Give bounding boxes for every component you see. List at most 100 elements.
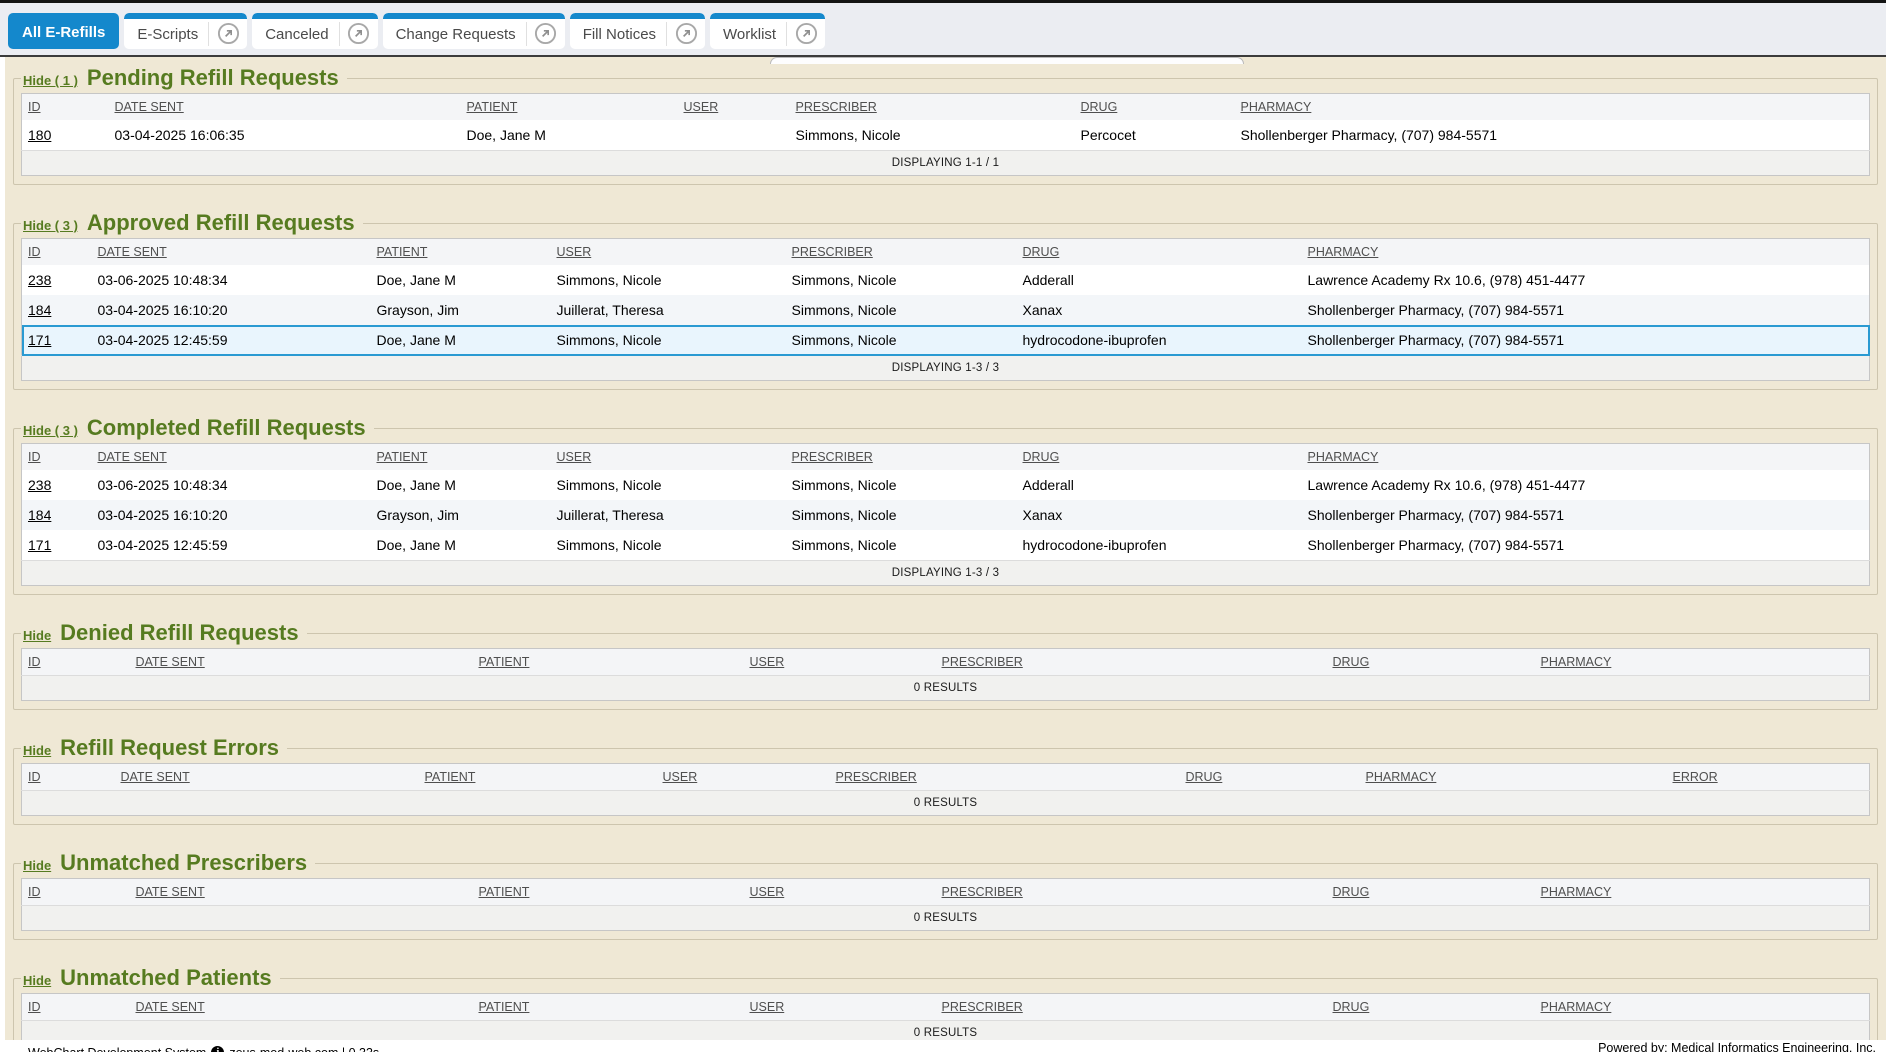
column-header-pharmacy[interactable]: PHARMACY	[1534, 648, 1870, 676]
hide-toggle-link[interactable]: Hide ( 3 )	[23, 423, 78, 438]
column-header-prescriber[interactable]: PRESCRIBER	[785, 443, 1017, 470]
tab-e-scripts[interactable]: E-Scripts	[124, 13, 248, 49]
refill-table-pending: ID DATE SENT PATIENT USER PRESCRIBER DRUG PHAR…	[21, 93, 1870, 176]
column-header-date-sent[interactable]: DATE SENT	[129, 878, 473, 906]
section-legend: Hide ( 3 ) Approved Refill Requests	[21, 210, 363, 236]
column-header-id[interactable]: ID	[21, 238, 92, 265]
column-header-pharmacy[interactable]: PHARMACY	[1234, 93, 1870, 120]
table-row[interactable]: 238 03-06-2025 10:48:34 Doe, Jane M Simmons…	[21, 265, 1870, 295]
tab-canceled[interactable]: Canceled	[252, 13, 378, 49]
column-header-prescriber[interactable]: PRESCRIBER	[935, 993, 1327, 1021]
section-approved: Hide ( 3 ) Approved Refill Requests ID DATE…	[13, 210, 1878, 390]
column-header-date-sent[interactable]: DATE SENT	[91, 443, 371, 470]
hide-toggle-link[interactable]: Hide	[23, 973, 52, 988]
footer-host-label: zeus-mod-web.com | 0.33s	[229, 1046, 379, 1052]
refill-id-link[interactable]: 184	[28, 507, 52, 523]
external-link-icon[interactable]	[209, 17, 247, 45]
column-header-user[interactable]: USER	[743, 648, 936, 676]
table-row[interactable]: 184 03-04-2025 16:10:20 Grayson, Jim Juille…	[21, 500, 1870, 530]
column-header-user[interactable]: USER	[550, 238, 786, 265]
hide-toggle-link[interactable]: Hide	[23, 743, 52, 758]
hide-toggle-link[interactable]: Hide ( 3 )	[23, 218, 78, 233]
external-link-icon[interactable]	[340, 17, 378, 45]
tab-accent-strip	[710, 13, 826, 19]
tab-fill-notices[interactable]: Fill Notices	[569, 13, 706, 49]
column-header-pharmacy[interactable]: PHARMACY	[1301, 443, 1870, 470]
column-header-user[interactable]: USER	[743, 878, 936, 906]
column-header-pharmacy[interactable]: PHARMACY	[1301, 238, 1870, 265]
table-row[interactable]: 238 03-06-2025 10:48:34 Doe, Jane M Simmons…	[21, 470, 1870, 500]
column-header-prescriber[interactable]: PRESCRIBER	[785, 238, 1017, 265]
column-header-id[interactable]: ID	[21, 878, 130, 906]
hide-toggle-link[interactable]: Hide ( 1 )	[23, 73, 78, 88]
tab-change-requests[interactable]: Change Requests	[382, 13, 565, 49]
refill-id-link[interactable]: 238	[28, 272, 52, 288]
column-header-drug[interactable]: DRUG	[1179, 763, 1360, 791]
section-completed: Hide ( 3 ) Completed Refill Requests ID DAT…	[13, 415, 1878, 595]
column-header-patient[interactable]: PATIENT	[370, 238, 551, 265]
column-header-user[interactable]: USER	[743, 993, 936, 1021]
header-row: ID DATE SENT PATIENT USER PRESCRIBER DRUG PHAR…	[21, 878, 1870, 906]
column-header-date-sent[interactable]: DATE SENT	[129, 648, 473, 676]
info-icon[interactable]: i	[211, 1046, 225, 1052]
column-header-patient[interactable]: PATIENT	[472, 878, 744, 906]
column-header-prescriber[interactable]: PRESCRIBER	[935, 648, 1327, 676]
cell-date-sent: 03-06-2025 10:48:34	[97, 272, 228, 288]
cell-drug: Percocet	[1080, 127, 1136, 143]
column-header-drug[interactable]: DRUG	[1326, 993, 1535, 1021]
refill-id-link[interactable]: 184	[28, 302, 52, 318]
section-title: Unmatched Patients	[60, 965, 272, 990]
column-header-patient[interactable]: PATIENT	[472, 993, 744, 1021]
column-header-date-sent[interactable]: DATE SENT	[114, 763, 419, 791]
column-header-user[interactable]: USER	[550, 443, 786, 470]
section-legend: Hide Unmatched Patients	[21, 965, 280, 991]
column-header-patient[interactable]: PATIENT	[460, 93, 678, 120]
column-header-id[interactable]: ID	[21, 993, 130, 1021]
column-header-pharmacy[interactable]: PHARMACY	[1534, 993, 1870, 1021]
column-header-patient[interactable]: PATIENT	[370, 443, 551, 470]
table-row[interactable]: 171 03-04-2025 12:45:59 Doe, Jane M Simmons…	[21, 325, 1870, 356]
column-header-user[interactable]: USER	[656, 763, 830, 791]
cell-patient: Doe, Jane M	[376, 477, 456, 493]
table-row[interactable]: 180 03-04-2025 16:06:35 Doe, Jane M Simmons…	[21, 120, 1870, 151]
column-header-patient[interactable]: PATIENT	[418, 763, 657, 791]
footer-powered-by: Powered by: Medical Informatics Engineer…	[1598, 1041, 1876, 1052]
column-header-pharmacy[interactable]: PHARMACY	[1359, 763, 1667, 791]
column-header-date-sent[interactable]: DATE SENT	[108, 93, 461, 120]
column-header-date-sent[interactable]: DATE SENT	[129, 993, 473, 1021]
tab-all-e-refills[interactable]: All E-Refills	[8, 13, 120, 49]
column-header-prescriber[interactable]: PRESCRIBER	[829, 763, 1180, 791]
refill-id-link[interactable]: 238	[28, 477, 52, 493]
column-header-date-sent[interactable]: DATE SENT	[91, 238, 371, 265]
cell-user: Juillerat, Theresa	[556, 302, 664, 318]
column-header-patient[interactable]: PATIENT	[472, 648, 744, 676]
column-header-drug[interactable]: DRUG	[1326, 878, 1535, 906]
tab-worklist[interactable]: Worklist	[710, 13, 826, 49]
footer-right: Powered by: Medical Informatics Engineer…	[1598, 1041, 1876, 1052]
external-link-icon[interactable]	[787, 17, 825, 45]
refill-id-link[interactable]: 171	[28, 537, 52, 553]
column-header-error[interactable]: ERROR	[1666, 763, 1870, 791]
column-header-id[interactable]: ID	[21, 648, 130, 676]
table-row[interactable]: 184 03-04-2025 16:10:20 Grayson, Jim Juille…	[21, 295, 1870, 325]
hide-toggle-link[interactable]: Hide	[23, 628, 52, 643]
table-row[interactable]: 171 03-04-2025 12:45:59 Doe, Jane M Simmons…	[21, 530, 1870, 561]
column-header-id[interactable]: ID	[21, 443, 92, 470]
refill-id-link[interactable]: 171	[28, 332, 52, 348]
refill-table-unmatched-patients: ID DATE SENT PATIENT USER PRESCRIBER DRUG PHAR…	[21, 993, 1870, 1040]
column-header-drug[interactable]: DRUG	[1016, 443, 1302, 470]
column-header-id[interactable]: ID	[21, 93, 109, 120]
column-header-prescriber[interactable]: PRESCRIBER	[789, 93, 1075, 120]
hide-toggle-link[interactable]: Hide	[23, 858, 52, 873]
external-link-icon[interactable]	[667, 17, 705, 45]
column-header-id[interactable]: ID	[21, 763, 115, 791]
external-link-icon[interactable]	[527, 17, 565, 45]
column-header-drug[interactable]: DRUG	[1074, 93, 1235, 120]
column-header-drug[interactable]: DRUG	[1326, 648, 1535, 676]
refill-id-link[interactable]: 180	[28, 127, 52, 143]
column-header-user[interactable]: USER	[677, 93, 790, 120]
column-header-drug[interactable]: DRUG	[1016, 238, 1302, 265]
column-header-prescriber[interactable]: PRESCRIBER	[935, 878, 1327, 906]
column-header-pharmacy[interactable]: PHARMACY	[1534, 878, 1870, 906]
